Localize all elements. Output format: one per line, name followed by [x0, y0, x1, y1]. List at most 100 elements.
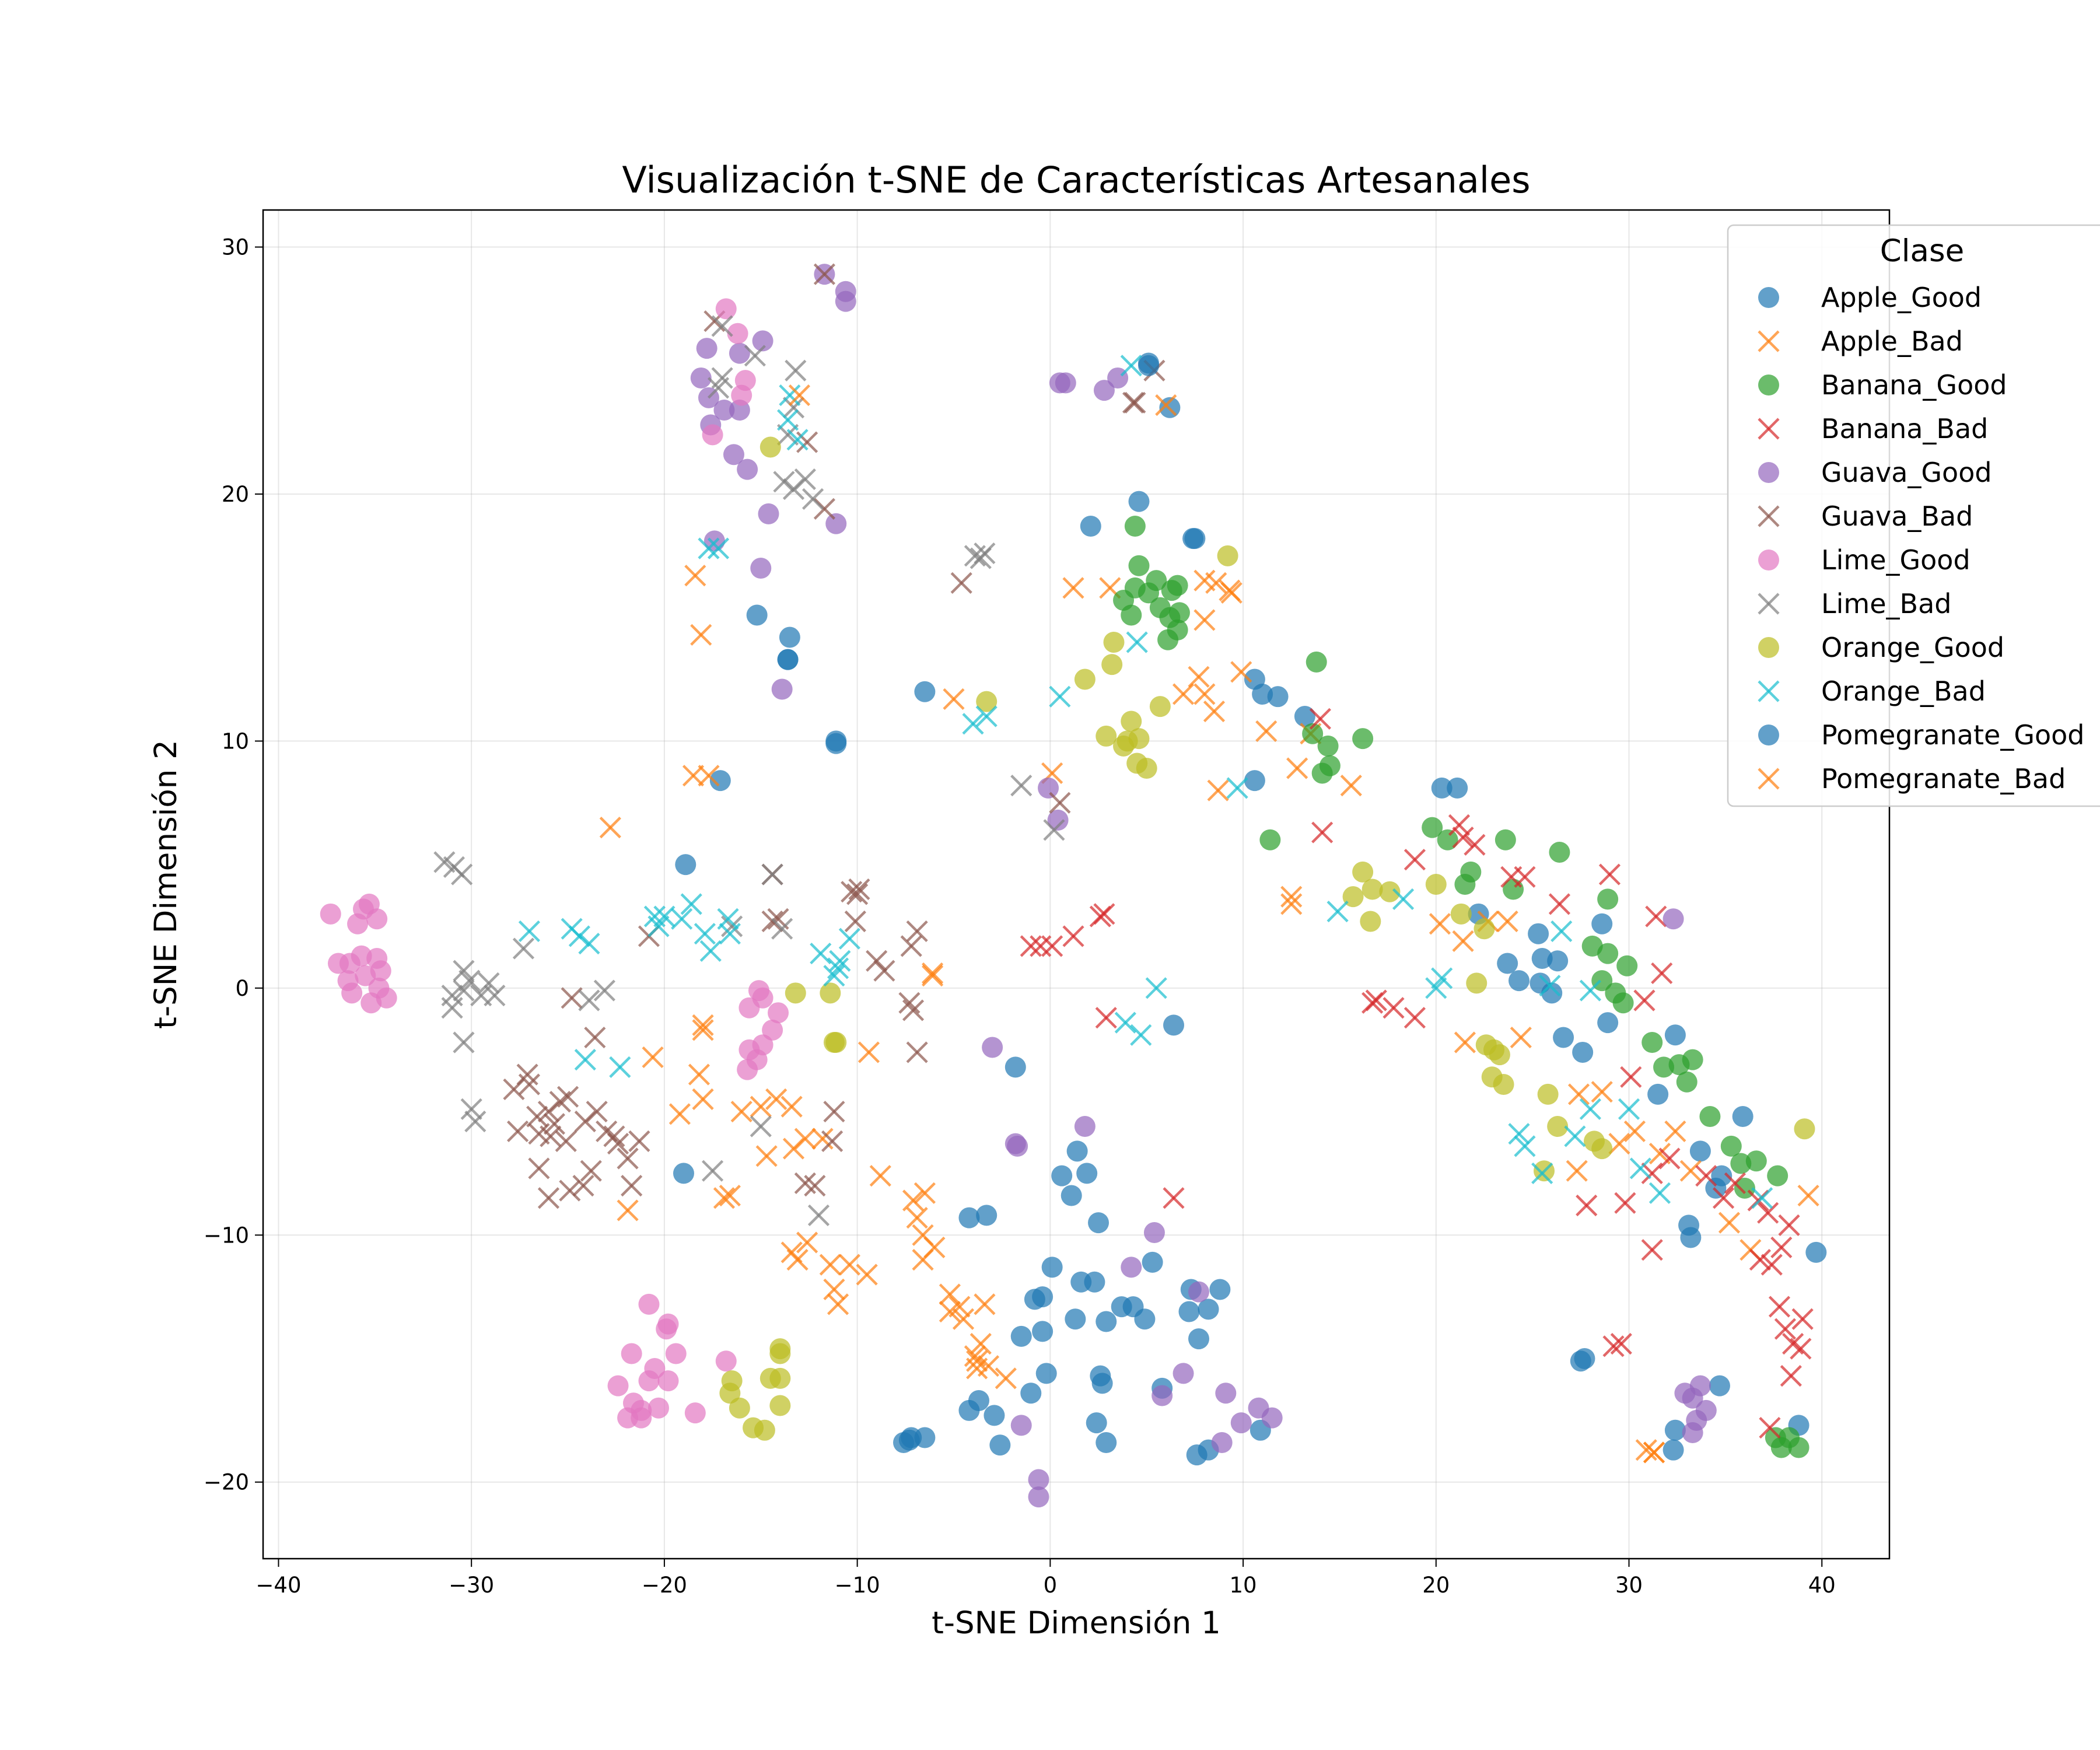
data-point — [1597, 888, 1619, 910]
data-point — [460, 1098, 482, 1120]
data-point — [785, 359, 807, 382]
data-point — [1579, 979, 1601, 1002]
data-point — [819, 1254, 841, 1276]
data-point — [782, 397, 805, 419]
data-point — [701, 1160, 724, 1182]
data-point — [1311, 821, 1334, 844]
data-point — [914, 1182, 936, 1204]
data-point — [829, 950, 851, 972]
data-point — [1095, 1007, 1117, 1029]
data-point — [902, 1189, 925, 1212]
data-point — [1007, 1135, 1028, 1157]
data-point — [776, 409, 799, 431]
legend-marker — [1758, 462, 1779, 483]
data-point — [1404, 849, 1426, 871]
data-point — [1280, 893, 1303, 915]
data-point — [977, 1355, 1000, 1377]
data-point — [1711, 1165, 1732, 1186]
data-point — [526, 1105, 548, 1128]
data-point — [970, 1333, 992, 1355]
x-tick-label: 40 — [1808, 1573, 1836, 1598]
data-point — [838, 1254, 860, 1276]
data-point — [1658, 1147, 1681, 1170]
data-point — [1041, 935, 1063, 957]
data-point — [750, 1096, 772, 1118]
data-point — [1547, 1115, 1569, 1137]
data-point — [1448, 814, 1471, 836]
data-point — [1203, 700, 1226, 723]
data-point — [719, 1184, 741, 1207]
data-point — [1718, 1212, 1741, 1234]
data-point — [555, 1130, 577, 1152]
data-point — [1096, 725, 1117, 747]
data-point — [1712, 1187, 1735, 1209]
x-tick-label: 10 — [1230, 1573, 1257, 1598]
data-point — [638, 1293, 660, 1315]
data-point — [537, 1187, 560, 1209]
data-point — [1550, 920, 1573, 943]
data-point — [1093, 380, 1115, 401]
data-point — [1653, 1056, 1675, 1078]
data-point — [1623, 1120, 1646, 1143]
data-point — [1699, 1106, 1721, 1128]
data-point — [1531, 1162, 1553, 1185]
data-point — [1211, 1432, 1233, 1453]
data-point — [1114, 1012, 1136, 1034]
series-lime-good — [320, 298, 789, 1429]
legend-marker — [1758, 637, 1779, 658]
y-tick-label: −20 — [204, 1470, 249, 1495]
data-point — [1598, 863, 1621, 886]
data-point — [1155, 394, 1177, 416]
data-point — [607, 1133, 629, 1155]
data-point — [593, 979, 615, 1002]
legend-item-orange-bad: Orange_Bad — [1758, 676, 1986, 707]
data-point — [628, 1130, 650, 1152]
data-point — [804, 1175, 826, 1197]
data-point — [1124, 391, 1146, 414]
legend-label: Guava_Bad — [1821, 501, 1973, 532]
data-point — [866, 950, 888, 972]
data-point — [1062, 925, 1084, 947]
legend-marker — [1758, 287, 1779, 308]
data-point — [823, 1100, 845, 1123]
data-point — [1610, 1333, 1632, 1355]
data-point — [1230, 1412, 1252, 1434]
data-point — [1217, 545, 1238, 566]
data-point — [665, 1343, 687, 1364]
data-point — [1591, 913, 1613, 935]
data-point — [761, 910, 783, 933]
legend-label: Apple_Bad — [1821, 326, 1963, 357]
data-point — [1280, 886, 1303, 908]
data-point — [856, 1264, 878, 1286]
data-point — [1163, 1187, 1185, 1209]
data-point — [1497, 953, 1518, 974]
data-point — [786, 1249, 808, 1271]
data-point — [1146, 570, 1167, 592]
data-point — [673, 1163, 694, 1184]
data-point — [484, 984, 506, 1007]
data-point — [648, 1397, 669, 1419]
data-point — [844, 910, 866, 933]
data-point — [347, 913, 369, 935]
data-point — [1641, 1239, 1663, 1261]
y-tick-label: −10 — [204, 1223, 249, 1248]
data-point — [1567, 1083, 1590, 1105]
data-point — [453, 960, 475, 982]
data-point — [1474, 918, 1495, 940]
data-point — [694, 923, 716, 945]
data-point — [1149, 696, 1171, 718]
data-point — [1537, 1083, 1559, 1105]
legend-label: Banana_Good — [1821, 369, 2007, 401]
data-point — [1429, 913, 1451, 935]
data-point — [543, 1113, 565, 1135]
data-point — [707, 377, 730, 399]
data-point — [1261, 1407, 1283, 1429]
data-point — [1101, 654, 1123, 676]
data-point — [711, 315, 733, 337]
data-points — [320, 263, 1827, 1508]
legend-marker — [1758, 374, 1779, 396]
data-point — [621, 1343, 642, 1364]
data-point — [642, 1046, 664, 1069]
x-tick-label: −30 — [449, 1573, 494, 1598]
data-point — [1086, 1412, 1107, 1434]
